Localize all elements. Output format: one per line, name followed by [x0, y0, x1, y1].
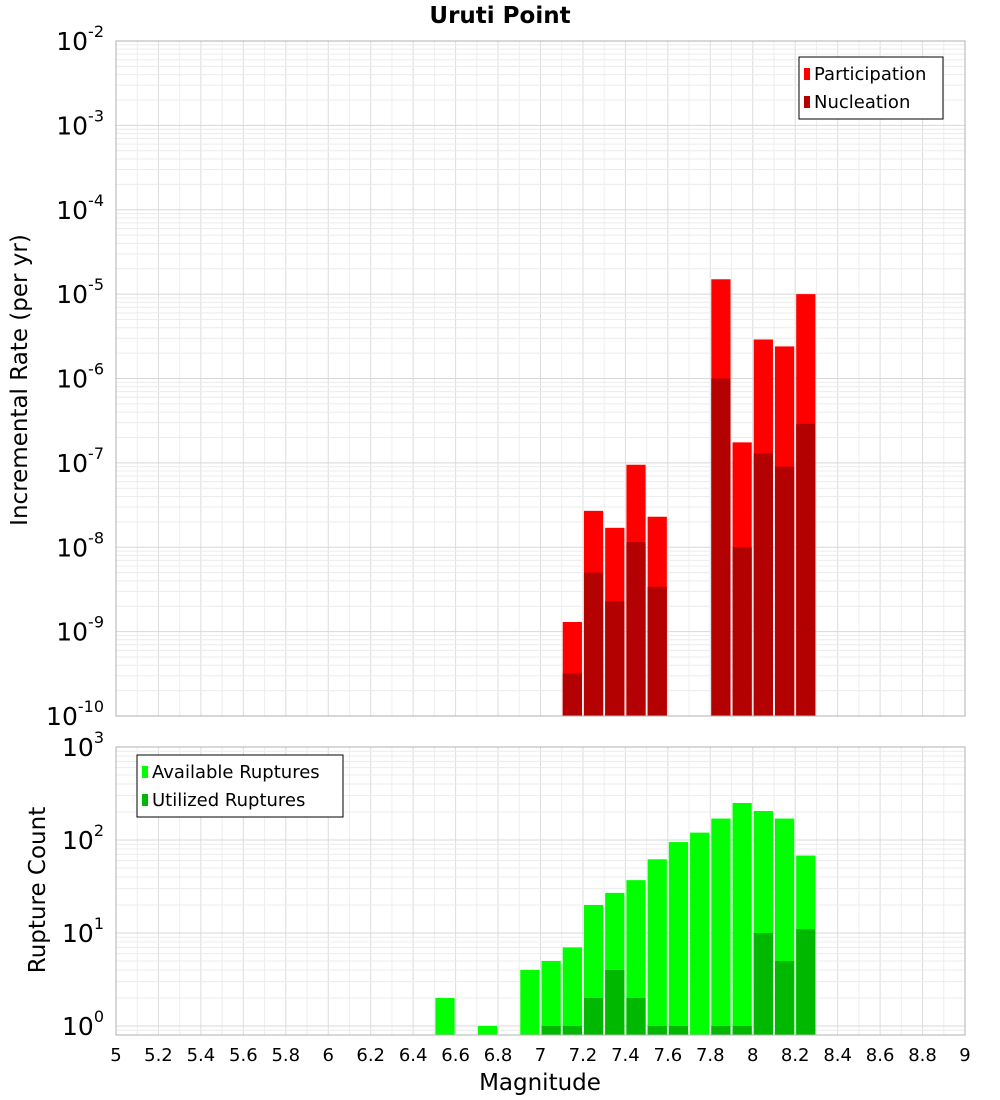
bar-available	[690, 832, 710, 1035]
legend-entry: Participation	[814, 64, 926, 85]
bar-utilized	[583, 997, 604, 1035]
y-tick-label: 101	[62, 914, 104, 948]
y-tick-label: 10-5	[56, 275, 104, 309]
legend-swatch	[142, 794, 148, 806]
bar-available	[562, 947, 582, 1035]
bar-utilized	[647, 1025, 667, 1035]
y-tick-label: 103	[62, 728, 104, 762]
x-tick-label: 6	[323, 1045, 334, 1066]
x-axis-label: Magnitude	[479, 1070, 601, 1096]
legend: Participation Nucleation	[798, 56, 944, 120]
x-tick-label: 8.4	[823, 1045, 852, 1066]
y-tick-label: 10-9	[56, 613, 104, 647]
bar-nucleation	[605, 601, 625, 716]
legend-swatch	[804, 68, 810, 80]
y-tick-label: 10-4	[56, 191, 104, 225]
y-tick-label: 10-2	[56, 22, 104, 56]
top-y-axis-label: Incremental Rate (per yr)	[7, 234, 33, 526]
y-tick-label: 10-8	[56, 528, 104, 562]
x-tick-label: 7.2	[569, 1045, 598, 1066]
y-tick-label: 10-3	[56, 106, 104, 140]
plot-frame	[115, 746, 966, 1036]
y-tick-label: 10-10	[46, 697, 104, 731]
legend: Available Ruptures Utilized Ruptures	[136, 754, 344, 818]
bar-utilized	[668, 1025, 689, 1035]
y-tick-label: 100	[62, 1007, 104, 1041]
x-tick-label: 6.6	[441, 1045, 470, 1066]
bar-available	[711, 818, 731, 1035]
x-tick-label: 7	[535, 1045, 546, 1066]
x-tick-label: 9	[959, 1045, 970, 1066]
legend-swatch	[142, 766, 148, 778]
legend-entry: Nucleation	[814, 92, 910, 113]
legend-swatch	[804, 96, 810, 108]
bar-available	[647, 859, 667, 1035]
x-tick-label: 7.4	[611, 1045, 640, 1066]
bar-nucleation	[583, 572, 604, 716]
x-tick-label: 7.6	[654, 1045, 683, 1066]
x-tick-label: 5.8	[271, 1045, 300, 1066]
x-tick-label: 5.4	[187, 1045, 216, 1066]
bar-utilized	[626, 997, 646, 1035]
x-tick-label: 8.8	[908, 1045, 937, 1066]
bottom-panel-rupture-count: 100 101 102 103 5 5.2 5.4 5.6 5.8 6 6.2 6.4 6.6 6.8 7 7…	[62, 728, 971, 1066]
bar-nucleation	[711, 378, 731, 716]
x-tick-label: 6.8	[484, 1045, 513, 1066]
legend-box	[136, 754, 344, 818]
x-tick-label: 5.2	[144, 1045, 173, 1066]
x-tick-label: 6.4	[399, 1045, 428, 1066]
bar-utilized	[541, 1025, 561, 1035]
bar-utilized	[753, 932, 773, 1035]
bar-utilized	[774, 960, 795, 1035]
y-tick-label: 10-6	[56, 360, 104, 394]
bar-nucleation	[562, 673, 582, 716]
bottom-y-axis-label: Rupture Count	[25, 807, 51, 973]
bar-utilized	[711, 1025, 731, 1035]
y-tick-label: 102	[62, 821, 104, 855]
bar-nucleation	[796, 423, 816, 716]
bar-utilized	[796, 929, 816, 1035]
top-panel-incremental-rate: 10-10 10-9 10-8 10-7 10-6 10-5 10-4 10-3 10-2 Par…	[46, 22, 966, 731]
bar-available	[435, 997, 455, 1035]
bar-utilized	[732, 1025, 752, 1035]
bar-nucleation	[753, 453, 773, 716]
x-tick-label: 6.2	[356, 1045, 385, 1066]
legend-entry: Utilized Ruptures	[152, 790, 305, 811]
chart-title: Uruti Point	[429, 3, 570, 29]
x-tick-label: 8.6	[866, 1045, 895, 1066]
x-tick-label: 8.2	[781, 1045, 810, 1066]
bar-available	[477, 1025, 498, 1035]
bar-utilized	[562, 1025, 582, 1035]
legend-box	[798, 56, 944, 120]
legend-entry: Available Ruptures	[152, 762, 320, 783]
plot-frame	[115, 40, 966, 717]
bar-available	[668, 842, 689, 1035]
x-tick-label: 5.6	[229, 1045, 258, 1066]
bar-available	[541, 960, 561, 1035]
bar-utilized	[605, 969, 625, 1035]
bar-nucleation	[647, 586, 667, 716]
bar-available	[626, 880, 646, 1035]
bar-nucleation	[774, 466, 795, 716]
x-tick-label: 7.8	[696, 1045, 725, 1066]
bar-nucleation	[732, 547, 752, 716]
bar-available	[732, 802, 752, 1035]
y-tick-label: 10-7	[56, 444, 104, 478]
x-tick-label: 8	[747, 1045, 758, 1066]
bar-nucleation	[626, 542, 646, 716]
x-tick-label: 5	[110, 1045, 121, 1066]
bar-available	[520, 969, 540, 1035]
